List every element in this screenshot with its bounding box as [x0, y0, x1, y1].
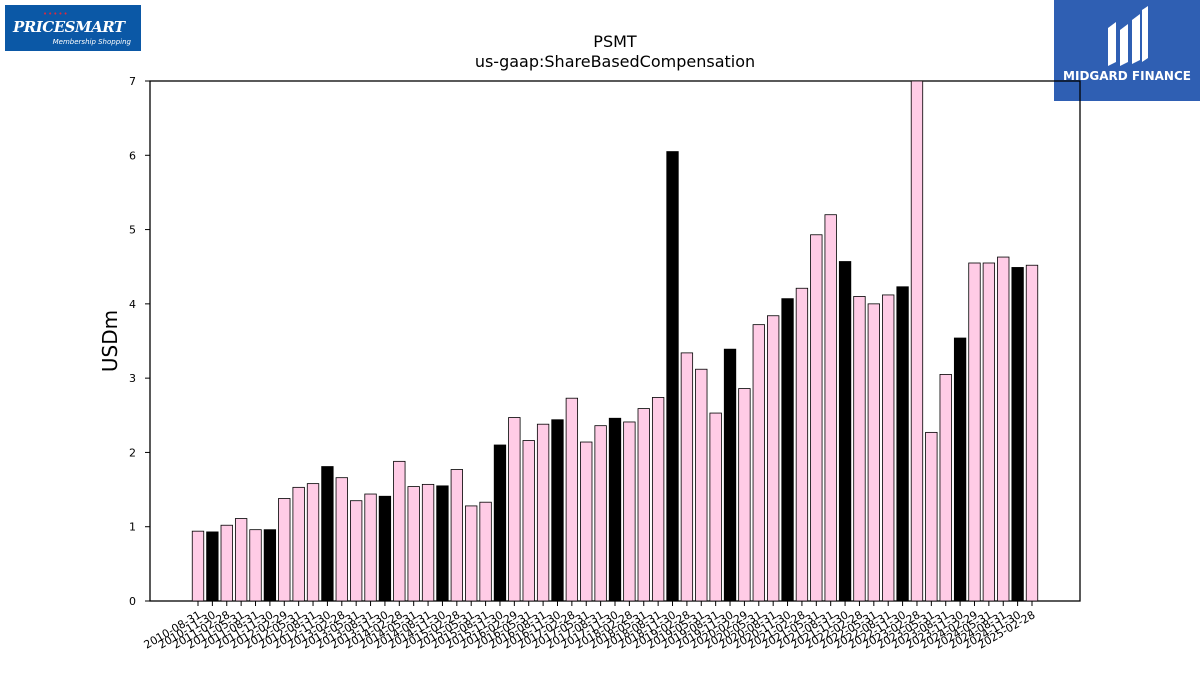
- logo-dots-icon: •••••: [43, 10, 69, 18]
- midgard-finance-logo: MIDGARD FINANCE: [1054, 0, 1200, 101]
- bar-2024-02-29: [968, 262, 981, 602]
- chart-title: PSMT: [593, 32, 637, 51]
- bar-2015-11-30: [493, 444, 507, 602]
- bar-2012-05-31: [292, 486, 305, 602]
- bar-2018-08-31: [651, 397, 665, 602]
- y-tick-label: 2: [129, 446, 136, 459]
- bar-2021-11-30: [838, 261, 852, 602]
- bar-2013-02-28: [335, 477, 348, 602]
- bar-2023-11-30: [953, 337, 967, 602]
- bar-2020-02-29: [738, 388, 751, 602]
- y-axis-label: USDm: [98, 310, 122, 372]
- bar-2021-08-31: [824, 214, 837, 602]
- y-tick-label: 1: [129, 521, 136, 534]
- bar-2016-05-31: [522, 440, 535, 602]
- bar-2013-11-30: [378, 495, 392, 602]
- bar-2015-05-31: [465, 505, 478, 602]
- y-tick-label: 3: [129, 372, 136, 385]
- bar-2017-11-30: [608, 417, 622, 602]
- bar-2024-08-31: [997, 256, 1010, 602]
- bar-2016-08-31: [536, 423, 550, 602]
- bar-2021-05-31: [810, 234, 823, 602]
- bar-2024-05-31: [982, 262, 996, 602]
- y-tick-label: 0: [129, 595, 136, 608]
- bar-2012-11-30: [321, 466, 334, 602]
- bar-2022-05-31: [867, 303, 880, 602]
- y-tick-label: 6: [129, 149, 136, 162]
- bar-2020-05-31: [752, 324, 765, 602]
- bar-2018-05-31: [637, 408, 650, 602]
- bar-2019-08-31: [709, 412, 722, 602]
- bar-2011-05-31: [234, 518, 248, 602]
- bar-2013-05-31: [350, 500, 363, 602]
- bar-2023-05-31: [925, 431, 938, 602]
- pricesmart-logo-brand: PRICESMART: [13, 18, 125, 36]
- bar-2020-11-30: [781, 298, 794, 602]
- bar-2016-02-29: [508, 417, 521, 602]
- bar-2014-05-31: [407, 486, 420, 602]
- bar-2017-08-31: [594, 425, 607, 602]
- bar-2010-08-31: [191, 530, 205, 602]
- bar-2012-08-31: [306, 483, 320, 602]
- bar-2014-11-30: [436, 485, 449, 602]
- bar-2012-02-29: [278, 498, 291, 602]
- bar-2022-02-28: [853, 296, 866, 602]
- bar-2014-02-28: [393, 460, 406, 602]
- bar-2022-11-30: [896, 286, 909, 602]
- bar-2019-11-30: [723, 348, 737, 602]
- bar-2011-08-31: [249, 529, 262, 602]
- bar-2011-11-30: [263, 529, 277, 602]
- bar-2018-11-30: [666, 151, 679, 602]
- bar-2015-02-28: [450, 469, 463, 602]
- bar-2019-02-28: [680, 352, 694, 602]
- bar-2025-02-28: [1025, 264, 1039, 602]
- bar-2011-02-28: [220, 524, 233, 602]
- bar-2020-08-31: [767, 315, 780, 602]
- pricesmart-logo-tagline: Membership Shopping: [52, 38, 131, 46]
- bar-2023-02-28: [910, 80, 924, 602]
- bar-2010-11-30: [206, 531, 219, 602]
- pricesmart-logo: ••••• PRICESMART Membership Shopping: [5, 5, 141, 51]
- chart-subtitle: us-gaap:ShareBasedCompensation: [474, 52, 756, 71]
- bar-2023-08-31: [939, 374, 952, 602]
- bar-2016-11-30: [551, 419, 564, 602]
- bar-2019-05-31: [695, 368, 708, 602]
- bar-2014-08-31: [421, 483, 435, 602]
- bar-2015-08-31: [479, 501, 492, 602]
- y-tick-label: 7: [129, 75, 136, 88]
- midgard-mark-icon: [1108, 6, 1148, 66]
- bar-2017-02-28: [565, 397, 579, 602]
- bar-2017-05-31: [580, 441, 593, 602]
- bar-2024-11-30: [1011, 267, 1024, 602]
- y-tick-label: 5: [129, 224, 136, 237]
- bar-2013-08-31: [364, 493, 377, 602]
- y-tick-label: 4: [129, 298, 136, 311]
- midgard-finance-logo-text: MIDGARD FINANCE: [1063, 69, 1191, 83]
- bar-2021-02-28: [795, 287, 809, 602]
- bar-2022-08-31: [882, 294, 895, 602]
- bar-2018-02-28: [623, 421, 636, 602]
